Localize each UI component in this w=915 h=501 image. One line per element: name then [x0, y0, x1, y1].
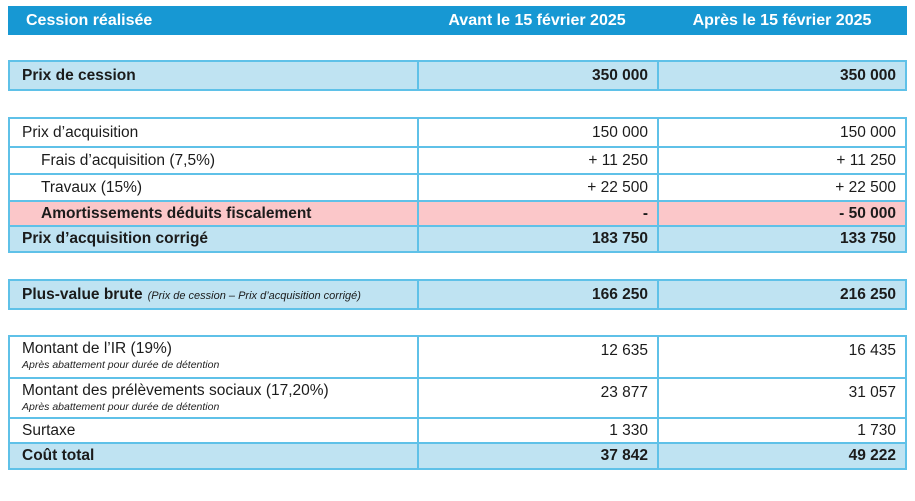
value-before: 23 877	[417, 379, 657, 417]
value-before: 37 842	[417, 444, 657, 468]
row-prix-acquisition: Prix d’acquisition 150 000 150 000	[10, 119, 905, 146]
value-after: 49 222	[657, 444, 905, 468]
table-header-row: Cession réalisée Avant le 15 février 202…	[8, 6, 907, 35]
row-label: Prix de cession	[22, 66, 136, 84]
value-after: 150 000	[657, 119, 905, 146]
value-before: + 22 500	[417, 175, 657, 200]
row-cout-total: Coût total 37 842 49 222	[10, 442, 905, 468]
block-gross-gain: Plus-value brute (Prix de cession – Prix …	[8, 279, 907, 310]
row-amortissements: Amortissements déduits fiscalement - - 5…	[10, 200, 905, 225]
value-after: 16 435	[657, 337, 905, 377]
row-prix-acquisition-corrige: Prix d’acquisition corrigé 183 750 133 7…	[10, 225, 905, 251]
row-label: Montant des prélèvements sociaux (17,20%…	[10, 379, 417, 417]
row-label: Surtaxe	[22, 421, 76, 439]
prelevements-sociaux-label: Montant des prélèvements sociaux (17,20%…	[22, 382, 329, 399]
block-sale-price: Prix de cession 350 000 350 000	[8, 60, 907, 91]
row-label: Prix d’acquisition corrigé	[22, 230, 209, 247]
capital-gains-table: Cession réalisée Avant le 15 février 202…	[8, 6, 907, 470]
row-travaux: Travaux (15%) + 22 500 + 22 500	[10, 173, 905, 200]
row-label: Amortissements déduits fiscalement	[41, 204, 312, 222]
row-label: Travaux (15%)	[41, 178, 143, 196]
block-taxes: Montant de l’IR (19%) Après abattement p…	[8, 335, 907, 470]
value-after: - 50 000	[657, 202, 905, 225]
value-after: + 11 250	[657, 148, 905, 173]
row-label: Plus-value brute (Prix de cession – Prix …	[10, 286, 417, 304]
row-plus-value-brute: Plus-value brute (Prix de cession – Prix …	[10, 281, 905, 308]
value-before: 12 635	[417, 337, 657, 377]
montant-ir-label: Montant de l’IR (19%)	[22, 340, 172, 357]
value-before: -	[417, 202, 657, 225]
row-prix-de-cession: Prix de cession 350 000 350 000	[10, 62, 905, 89]
value-after: 216 250	[657, 281, 905, 308]
value-before: 1 330	[417, 419, 657, 442]
header-apres-15-fevrier-2025: Après le 15 février 2025	[692, 11, 872, 29]
row-prelevements-sociaux: Montant des prélèvements sociaux (17,20%…	[10, 377, 905, 417]
row-surtaxe: Surtaxe 1 330 1 730	[10, 417, 905, 442]
value-before: 350 000	[417, 62, 657, 89]
row-label: Montant de l’IR (19%) Après abattement p…	[10, 337, 417, 377]
value-after: 133 750	[657, 227, 905, 251]
header-cession-realisee: Cession réalisée	[26, 11, 153, 29]
value-after: 1 730	[657, 419, 905, 442]
row-label: Coût total	[22, 447, 95, 464]
abattement-note: Après abattement pour durée de détention	[22, 359, 220, 371]
plus-value-formula-note: (Prix de cession – Prix d’acquisition co…	[147, 289, 361, 302]
abattement-note: Après abattement pour durée de détention	[22, 401, 220, 413]
plus-value-brute-label: Plus-value brute	[22, 285, 143, 303]
value-after: 31 057	[657, 379, 905, 417]
row-label: Frais d’acquisition (7,5%)	[41, 151, 216, 169]
value-before: 150 000	[417, 119, 657, 146]
row-montant-ir: Montant de l’IR (19%) Après abattement p…	[10, 337, 905, 377]
value-before: + 11 250	[417, 148, 657, 173]
value-before: 166 250	[417, 281, 657, 308]
block-acquisition: Prix d’acquisition 150 000 150 000 Frais…	[8, 117, 907, 253]
value-after: 350 000	[657, 62, 905, 89]
row-label: Prix d’acquisition	[22, 123, 139, 141]
row-frais-acquisition: Frais d’acquisition (7,5%) + 11 250 + 11…	[10, 146, 905, 173]
value-after: + 22 500	[657, 175, 905, 200]
header-avant-15-fevrier-2025: Avant le 15 février 2025	[448, 11, 626, 29]
value-before: 183 750	[417, 227, 657, 251]
